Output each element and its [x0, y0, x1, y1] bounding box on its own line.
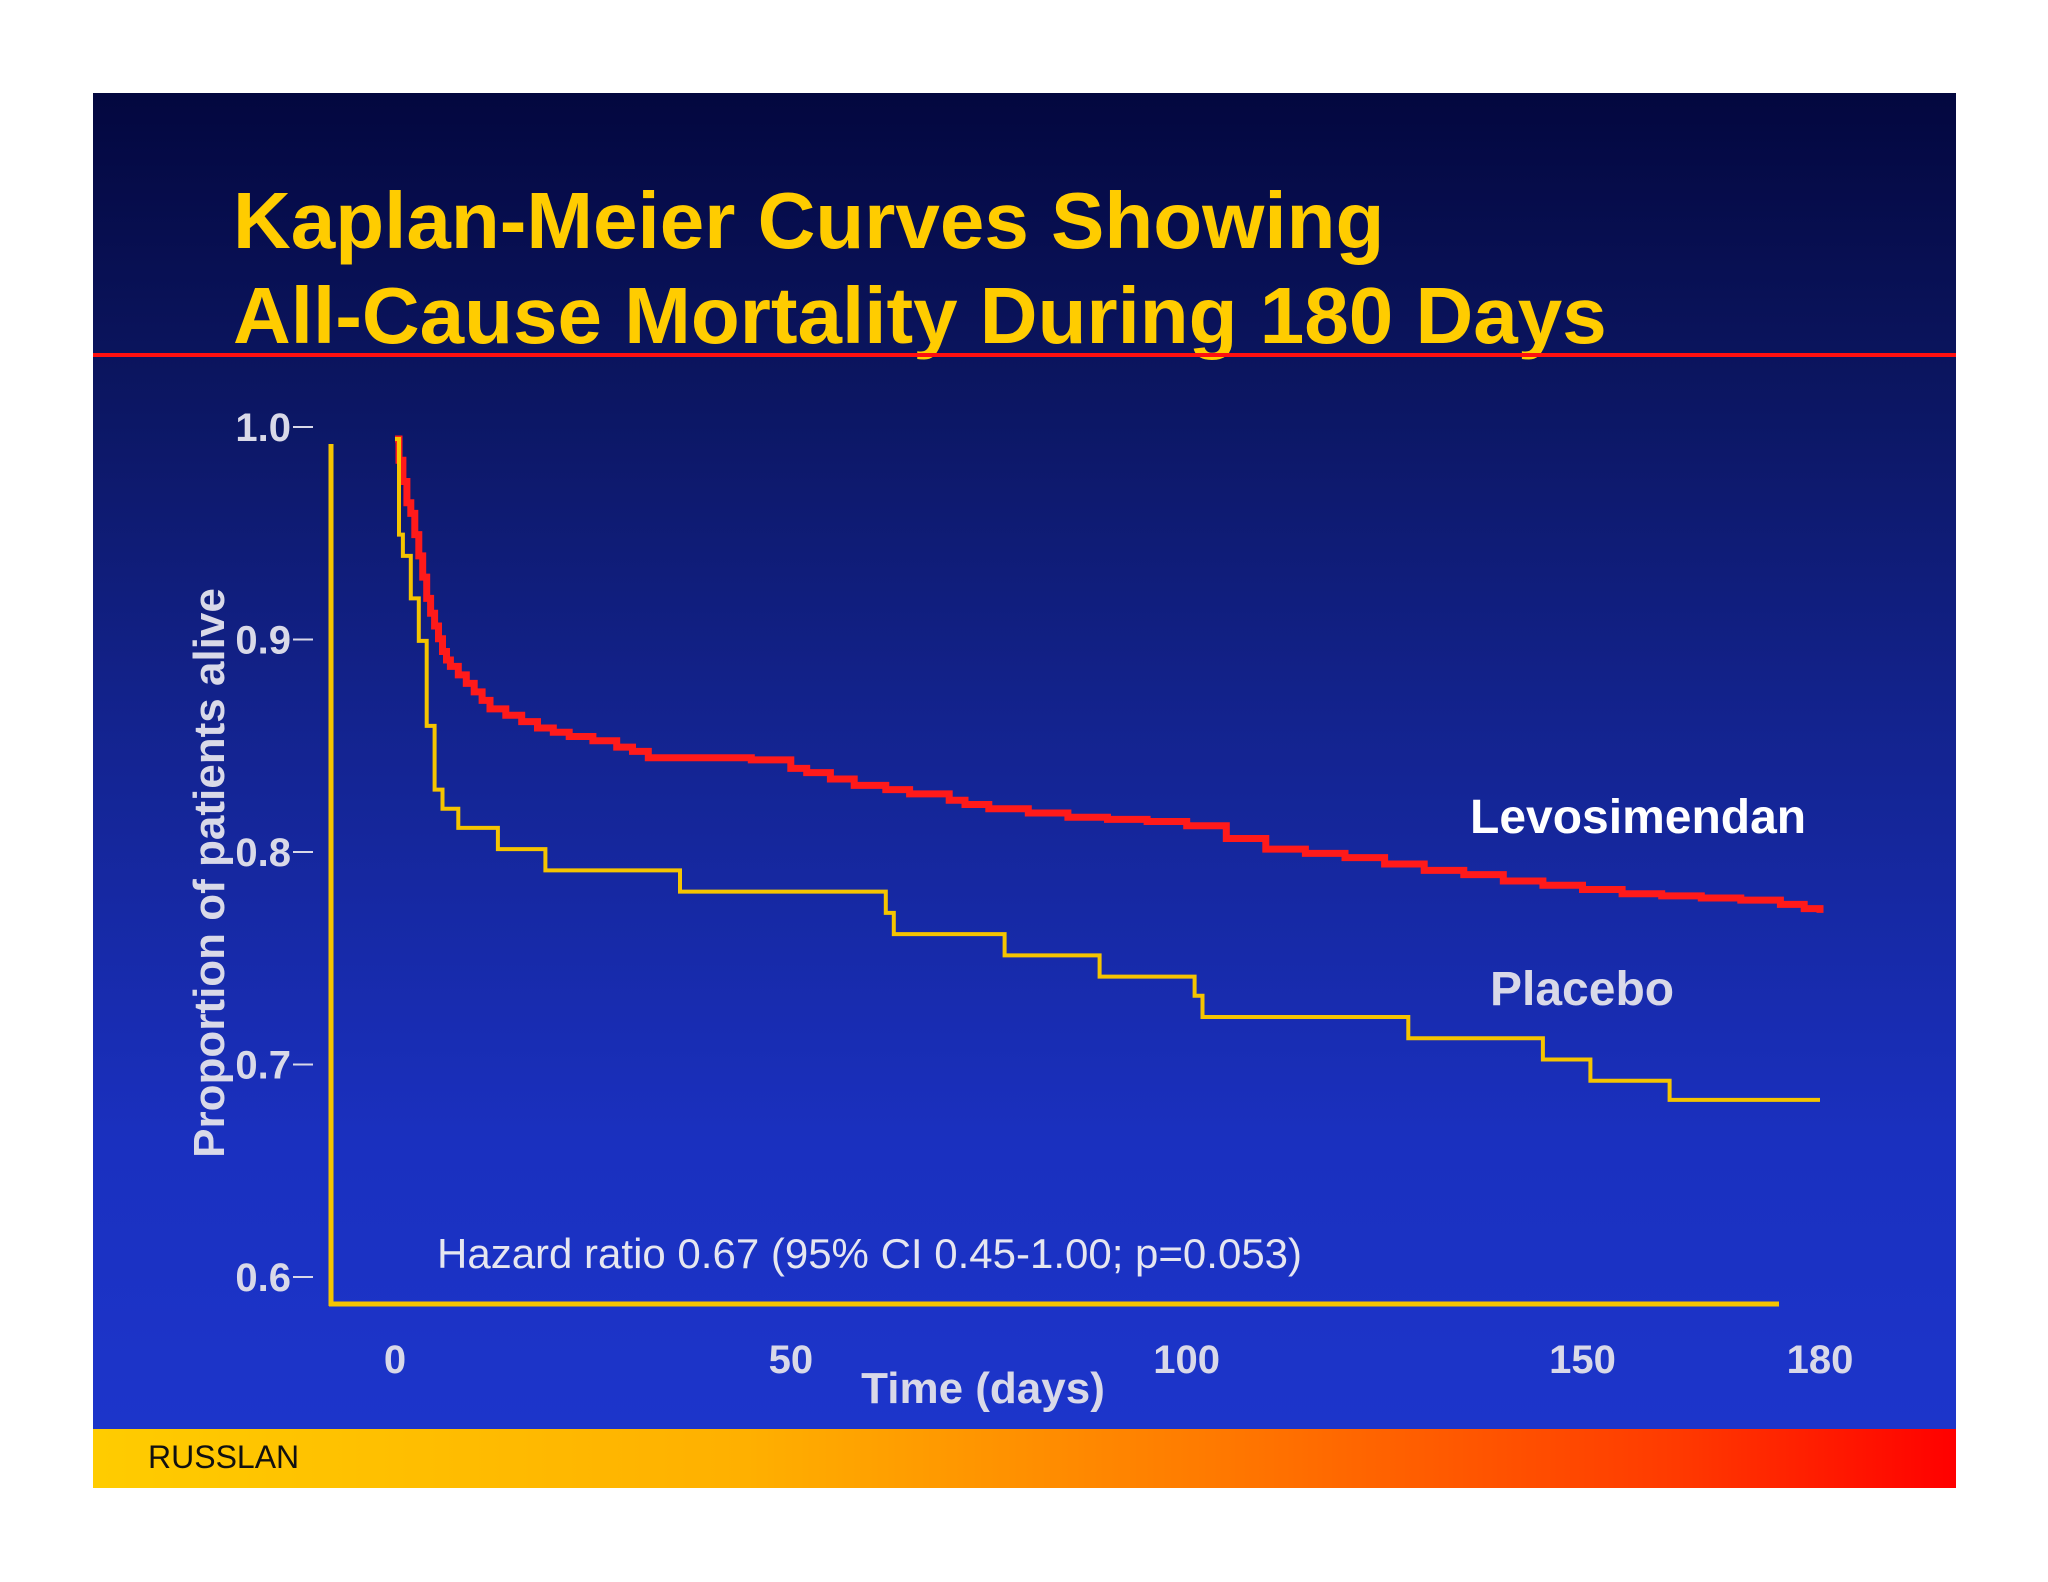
footer-bar: RUSSLAN	[93, 1429, 1956, 1488]
series-line-placebo	[395, 437, 1820, 1102]
x-tick-label: 0	[384, 1338, 406, 1382]
hazard-ratio-annotation: Hazard ratio 0.67 (95% CI 0.45-1.00; p=0…	[437, 1230, 1302, 1277]
chart-ticks: 0.6 0.7 0.8 0.9 1.0 0 50 100 150 180	[235, 406, 1853, 1382]
km-chart: 0.6 0.7 0.8 0.9 1.0 0 50 100 150 180 Time (days) P…	[185, 406, 1853, 1413]
x-tick-label: 50	[769, 1338, 814, 1382]
y-tick-label: 0.6	[235, 1256, 291, 1300]
x-tick-label: 150	[1549, 1338, 1616, 1382]
chart-labels: Time (days) Proportion of patients alive L…	[185, 588, 1806, 1413]
x-tick-label: 180	[1787, 1338, 1854, 1382]
series-label-levosimendan: Levosimendan	[1470, 791, 1806, 844]
footer-label: RUSSLAN	[148, 1439, 300, 1475]
slide-title: Kaplan-Meier Curves Showing All-Cause Mo…	[233, 176, 1607, 360]
y-tick-label: 0.9	[235, 619, 291, 663]
y-tick-label: 1.0	[235, 406, 291, 450]
x-axis-title: Time (days)	[861, 1364, 1105, 1413]
chart-curves	[395, 435, 1824, 1102]
title-rule	[93, 353, 1956, 357]
y-tick-label: 0.8	[235, 831, 291, 875]
series-label-placebo: Placebo	[1490, 963, 1674, 1016]
y-axis-title: Proportion of patients alive	[185, 588, 234, 1158]
series-line-levosimendan	[395, 435, 1824, 913]
slide: Kaplan-Meier Curves Showing All-Cause Mo…	[93, 93, 1956, 1488]
y-tick-label: 0.7	[235, 1044, 291, 1088]
chart-axes	[328, 444, 1779, 1307]
x-tick-label: 100	[1153, 1338, 1220, 1382]
